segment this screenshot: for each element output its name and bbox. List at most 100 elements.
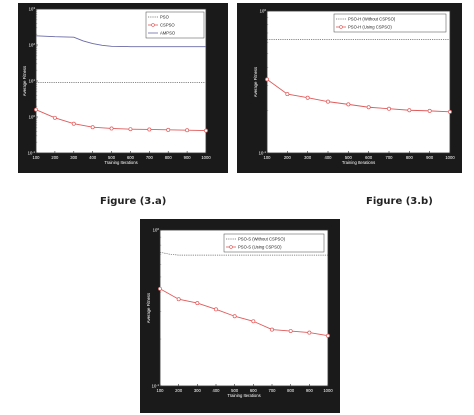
data-point — [346, 102, 351, 107]
data-point — [326, 333, 330, 338]
x-axis-label: Training Iterations — [104, 160, 137, 165]
x-tick-label: 700 — [146, 155, 154, 160]
legend-marker — [339, 25, 343, 29]
data-point — [90, 125, 95, 130]
chart-svg: 100 200 300 400 500 600 700 800 900 100010-110010… — [22, 6, 211, 165]
legend-label: AMPSO — [160, 31, 176, 36]
plot-area — [266, 10, 451, 154]
series-line-1 — [35, 109, 207, 132]
y-tick-label: 102 — [29, 42, 36, 48]
chart-svg: 100 200 300 400 500 600 700 800 900 100010-1100Tr… — [146, 227, 333, 398]
x-tick-label: 700 — [269, 388, 277, 393]
legend-label: PSO-H (Using CSPSO) — [348, 25, 392, 30]
x-tick-label: 500 — [231, 388, 239, 393]
data-point — [427, 108, 432, 113]
plot-area — [159, 229, 329, 387]
legend-label: PSO-H (Without CSPSO) — [348, 17, 396, 22]
x-axis-label: Training Iterations — [227, 393, 260, 398]
x-tick-label: 600 — [365, 155, 373, 160]
x-tick-label: 400 — [325, 155, 333, 160]
y-tick-label: 10-1 — [152, 383, 160, 389]
legend-marker — [151, 23, 155, 27]
legend-label: PSO-S (Using CSPSO) — [238, 245, 282, 250]
x-tick-label: 200 — [175, 388, 183, 393]
data-point — [158, 286, 162, 291]
data-point — [52, 115, 57, 120]
data-point — [147, 127, 152, 132]
y-tick-label: 100 — [260, 8, 267, 14]
x-tick-label: 400 — [89, 155, 97, 160]
x-tick-label: 1000 — [323, 388, 333, 393]
legend-label: PSO — [160, 15, 170, 20]
x-tick-label: 1000 — [445, 155, 455, 160]
data-point — [204, 128, 208, 133]
x-tick-label: 100 — [157, 388, 165, 393]
series-line-1 — [266, 79, 451, 113]
x-tick-label: 900 — [306, 388, 314, 393]
data-point — [270, 327, 274, 332]
legend-label: PSO-S (Without CSPSO) — [238, 237, 286, 242]
x-tick-label: 100 — [33, 155, 41, 160]
data-point — [407, 108, 412, 113]
x-tick-label: 500 — [345, 155, 353, 160]
data-point — [232, 314, 237, 319]
data-point — [109, 126, 114, 131]
data-point — [387, 106, 391, 111]
x-tick-label: 800 — [406, 155, 414, 160]
data-point — [326, 99, 330, 104]
x-tick-label: 300 — [70, 155, 78, 160]
data-point — [185, 128, 190, 133]
figure-caption-a: Figure (3.a) — [100, 196, 167, 207]
y-tick-label: 100 — [153, 227, 160, 233]
data-point — [214, 307, 218, 312]
data-point — [71, 121, 76, 126]
x-tick-label: 800 — [165, 155, 173, 160]
data-point — [305, 95, 310, 100]
y-axis-label: Average Fitness — [22, 66, 27, 96]
legend-marker — [229, 245, 233, 249]
x-tick-label: 200 — [284, 155, 292, 160]
y-axis-label: Average Fitness — [146, 293, 151, 323]
data-point — [128, 127, 133, 132]
data-point — [265, 77, 269, 82]
legend-box — [223, 233, 325, 253]
chart-panel-c: 100 200 300 400 500 600 700 800 900 1000 10-1 100 Tr… — [140, 219, 340, 413]
y-tick-label: 100 — [29, 114, 36, 120]
x-tick-label: 200 — [51, 155, 59, 160]
x-tick-label: 600 — [250, 388, 258, 393]
chart-panel-b: 100 200 300 400 500 600 700 800 900 1000 10-1 100 Tr… — [237, 3, 462, 173]
data-point — [307, 330, 312, 335]
x-tick-label: 1000 — [201, 155, 211, 160]
data-point — [34, 107, 38, 112]
x-tick-label: 900 — [184, 155, 192, 160]
y-tick-label: 101 — [29, 78, 36, 84]
data-point — [251, 319, 256, 324]
series-line-1 — [159, 288, 329, 337]
x-tick-label: 300 — [194, 388, 202, 393]
x-tick-label: 800 — [287, 388, 295, 393]
y-axis-label: Average Fitness — [253, 67, 258, 97]
legend-label: CSPSO — [160, 23, 175, 28]
data-point — [285, 92, 290, 97]
data-point — [176, 297, 181, 302]
chart-panel-a: 100 200 300 400 500 600 700 800 900 1000 10-1 100 10… — [18, 3, 228, 173]
legend-box — [333, 13, 447, 33]
y-tick-label: 10-1 — [259, 150, 267, 156]
x-tick-label: 600 — [127, 155, 135, 160]
data-point — [288, 329, 293, 334]
data-point — [195, 301, 200, 306]
x-tick-label: 300 — [304, 155, 312, 160]
x-tick-label: 400 — [213, 388, 221, 393]
data-point — [366, 105, 371, 110]
y-tick-label: 103 — [29, 6, 36, 12]
y-tick-label: 10-1 — [28, 150, 36, 156]
x-tick-label: 100 — [264, 155, 272, 160]
chart-svg: 100 200 300 400 500 600 700 800 900 100010-1100Tr… — [253, 8, 455, 165]
x-tick-label: 700 — [386, 155, 394, 160]
x-tick-label: 500 — [108, 155, 116, 160]
data-point — [448, 109, 452, 114]
data-point — [166, 127, 171, 132]
x-tick-label: 900 — [426, 155, 434, 160]
series-line-0 — [159, 251, 328, 256]
x-axis-label: Training Iterations — [342, 160, 375, 165]
